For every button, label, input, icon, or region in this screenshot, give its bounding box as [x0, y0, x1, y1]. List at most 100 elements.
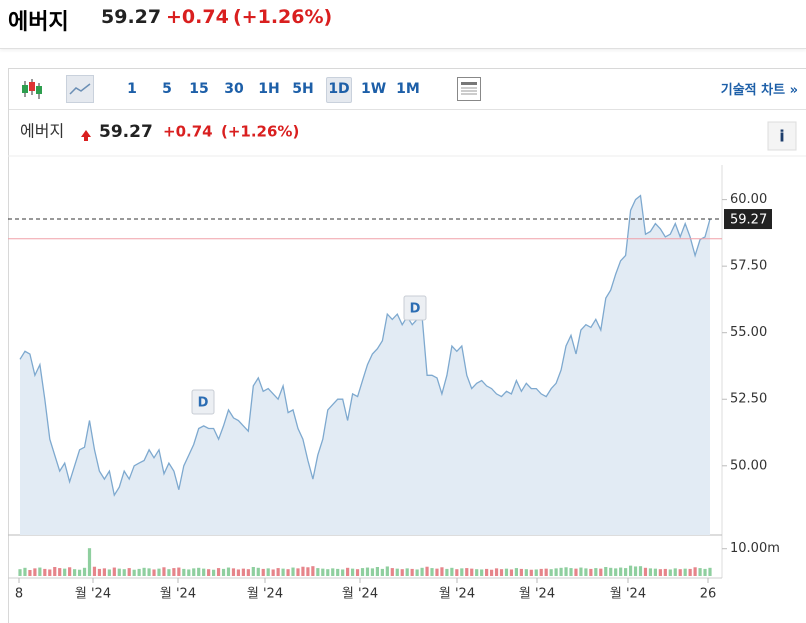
volume-bar [281, 568, 285, 576]
volume-bar [68, 567, 72, 576]
volume-bar [668, 569, 672, 576]
volume-bar [385, 566, 389, 576]
volume-bar [157, 568, 161, 576]
last-price-tag [724, 209, 772, 230]
volume-bar [92, 566, 97, 576]
volume-tick-label: 10.00m [730, 541, 780, 556]
volume-bar [291, 567, 295, 576]
volume-bar [569, 568, 573, 576]
y-tick-label: 55.00 [730, 325, 767, 340]
up-arrow [81, 130, 91, 141]
interval-button[interactable]: 1M [396, 81, 420, 97]
interval-button[interactable]: 1W [361, 81, 387, 97]
volume-bar [346, 567, 350, 576]
volume-bar [460, 568, 464, 576]
volume-bar [648, 568, 653, 576]
interval-button[interactable]: 15 [189, 81, 209, 97]
volume-bar [301, 566, 305, 576]
volume-bar [28, 570, 32, 576]
volume-bar [420, 567, 424, 576]
volume-bar [350, 568, 355, 576]
volume-bar [370, 568, 375, 576]
volume-bar [187, 569, 191, 576]
interval-button[interactable]: 5 [162, 81, 172, 97]
y-tick-label: 52.50 [730, 392, 767, 407]
volume-bar [112, 567, 116, 576]
volume-bar [202, 568, 206, 576]
volume-bar [296, 568, 300, 576]
volume-bar [216, 568, 221, 576]
volume-bar [539, 568, 543, 576]
volume-bar [321, 568, 325, 576]
x-tick-label: 월 '24 [439, 587, 475, 602]
volume-bar [470, 568, 474, 576]
volume-bar [480, 569, 484, 576]
area-fill [20, 195, 710, 535]
svg-text:i: i [779, 127, 784, 146]
volume-bar [529, 569, 533, 576]
price-line [19, 194, 711, 497]
volume-bar [703, 568, 707, 576]
volume-bar [256, 567, 260, 576]
volume-bar [549, 569, 553, 576]
volume-bar [23, 567, 27, 576]
volume-bar [564, 567, 568, 576]
technical-chart-link[interactable]: 기술적 차트 » [720, 83, 798, 98]
volume-bar [445, 568, 449, 576]
volume-bar [53, 567, 57, 576]
volume-bar [450, 567, 454, 576]
volume-bar [48, 569, 52, 576]
volume-bar [524, 569, 528, 576]
volume-bar [673, 568, 677, 576]
volume-bar [440, 567, 444, 576]
volume-bar [172, 568, 176, 576]
volume-bar [162, 567, 166, 576]
volume-bar [365, 567, 370, 576]
volume-bar [251, 567, 255, 576]
volume-bar [465, 568, 469, 576]
volume-bar [638, 566, 643, 576]
info-button[interactable]: i [767, 121, 797, 151]
volume-bar [311, 566, 315, 576]
volume-bar [102, 568, 106, 576]
volume-bar [514, 568, 519, 576]
volume-bar [599, 568, 603, 576]
dividend-label: D [410, 302, 421, 317]
x-tick-label: 26 [700, 587, 717, 602]
volume-bar [360, 568, 365, 576]
volume-bar [266, 568, 270, 576]
volume-bar [63, 568, 67, 576]
volume-bar [614, 568, 618, 576]
volume-bar [594, 568, 598, 576]
interval-button[interactable]: 1H [258, 81, 280, 97]
volume-bar [236, 569, 241, 576]
volume-bar [475, 569, 479, 576]
volume-bar [221, 568, 226, 576]
volume-bar [643, 567, 648, 576]
x-tick-label: 월 '24 [610, 587, 646, 602]
interval-button[interactable]: 1D [326, 77, 352, 103]
volume-bar [390, 568, 394, 576]
interval-button[interactable]: 30 [224, 81, 244, 97]
volume-bar [489, 569, 494, 576]
interval-button[interactable]: 5H [292, 81, 314, 97]
volume-bar [375, 567, 380, 576]
volume-bar [499, 569, 504, 576]
volume-bar [544, 568, 548, 576]
volume-bar [207, 569, 211, 576]
volume-bar [395, 568, 399, 576]
volume-bar [231, 568, 236, 576]
volume-bar [355, 569, 360, 576]
volume-bar [678, 569, 682, 576]
candle-icon[interactable] [19, 77, 45, 101]
volume-bar [331, 568, 335, 576]
volume-bar [167, 569, 171, 576]
line-icon[interactable] [66, 75, 94, 103]
legend-name: 에버지 [20, 122, 64, 141]
volume-bar [688, 568, 692, 576]
y-tick-label: 50.00 [730, 458, 767, 473]
x-tick-label: 월 '24 [247, 587, 283, 602]
interval-button[interactable]: 1 [127, 81, 137, 97]
table-icon[interactable] [456, 76, 482, 102]
volume-bar [276, 568, 280, 576]
